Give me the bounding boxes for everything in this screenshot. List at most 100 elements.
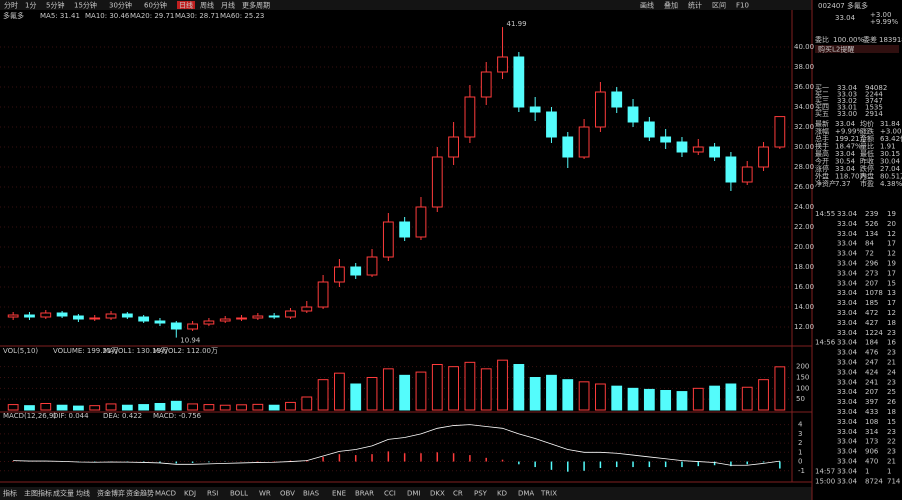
candle-body [480,71,492,98]
trade-cell: 21 [887,359,896,367]
l2-label[interactable]: 购买L2提醒 [818,45,854,54]
indicator-tab[interactable]: CR [453,490,463,498]
l2-button[interactable] [815,45,899,53]
indicator-tab[interactable]: KDJ [184,490,196,498]
y-tick-label: 0 [798,458,802,466]
book-cell: 1535 [865,104,883,112]
volume-bar [170,400,182,411]
indicator-tab[interactable]: WR [259,490,271,498]
candle-body [252,315,264,319]
indicator-tab[interactable]: DMI [407,490,421,498]
stat-cell: 31.84 [880,120,901,128]
indicator-tab[interactable]: TRIX [540,490,557,498]
trade-cell: 21 [887,458,896,466]
stat-cell: 80.51万 [880,173,902,181]
stat-cell: 均价 [860,119,874,128]
trade-cell: 23 [887,349,896,357]
candle-body [399,221,411,238]
indicator-tab[interactable]: 均线 [76,489,90,498]
book-cell: 33.04 [837,84,858,92]
volume-bar [431,364,443,411]
indicator-tab[interactable]: DMA [518,490,534,498]
tool-button[interactable]: 叠加 [664,1,678,10]
tool-button[interactable]: F10 [736,2,749,10]
volume-bar [40,403,52,411]
tool-button[interactable]: 画线 [640,1,654,10]
trade-cell: 23 [887,448,896,456]
y-tick-label: 200 [796,363,809,371]
indicator-tab[interactable]: CCI [384,490,396,498]
wc-label: 委差 [863,35,877,44]
stat-cell: 118.70万 [835,173,867,181]
trade-cell: 33.04 [837,329,858,337]
indicator-tab[interactable]: 主图指标 [24,489,52,498]
volume-bar [56,404,68,411]
period-tab[interactable]: 30分钟 [109,1,132,10]
trade-cell: 12 [887,309,896,317]
extreme-label: 41.99 [507,20,527,28]
indicator-tab[interactable]: 成交量 [53,489,74,498]
candle-body [89,317,101,320]
stat-cell: 27.04 [880,165,901,173]
y-tick-label: 50 [796,395,805,403]
stat-cell: 18.47% [835,143,862,151]
period-tab[interactable]: 5分钟 [46,1,64,10]
indicator-tab[interactable]: 资金趋势 [126,489,154,498]
book-cell: 33.02 [837,97,857,105]
candle-body [56,312,68,317]
book-cell: 2914 [865,110,883,118]
trade-cell: 33.04 [837,250,858,258]
indicator-tab[interactable]: BOLL [230,490,248,498]
y-tick-label: 36.00 [794,83,814,91]
indicator-tab[interactable]: KD [497,490,507,498]
stat-cell: 涨幅 [815,127,829,136]
trade-cell: 185 [865,299,878,307]
trade-cell: 184 [865,339,879,347]
indicator-tab[interactable]: MACD [155,490,176,498]
candle-body [431,156,443,208]
indicator-tab[interactable]: BIAS [303,490,320,498]
tool-button[interactable]: 统计 [688,1,702,10]
trade-cell: 17 [887,240,896,248]
trade-cell: 17 [887,299,896,307]
candle-body [578,126,590,158]
indicator-tab[interactable]: PSY [474,490,488,498]
indicator-tab[interactable]: OBV [280,490,295,498]
period-tab[interactable]: 分时 [4,1,18,10]
period-tab[interactable]: 更多周期 [242,1,270,10]
trade-cell: 33.04 [837,210,858,218]
period-tab[interactable]: 周线 [200,1,214,10]
tool-button[interactable]: 区间 [712,2,726,10]
indicator-tab[interactable]: DKX [430,490,445,498]
period-tab[interactable]: 1分 [25,1,36,10]
period-tab[interactable]: 日线 [179,1,193,10]
indicator-tab[interactable]: BRAR [355,490,374,498]
y-tick-label: 3 [798,430,802,438]
y-tick-label: 12.00 [794,323,814,331]
volume-bar [317,379,329,411]
indicator-tab[interactable]: 指标 [3,489,17,498]
candle-body [676,141,688,153]
stock-name: 多氟多 [3,11,24,20]
indicator-tab[interactable]: ENE [332,490,346,498]
volume-bar [350,383,362,411]
stat-cell: 涨跌 [860,127,874,136]
candle-body [660,136,672,143]
volume-bar [138,404,150,411]
price: 33.04 [835,14,856,22]
trade-cell: 33.04 [837,428,858,436]
change: +3.00 [870,11,891,19]
indicator-tab[interactable]: RSI [207,490,218,498]
stat-cell: 涨停 [815,164,829,173]
trade-cell: 33.04 [837,269,858,277]
trade-cell: 33.04 [837,398,858,406]
trade-cell: 33.04 [837,418,858,426]
volume-legend: VOL(5,10) [3,347,38,355]
stat-cell: 63.42亿 [880,134,902,143]
period-tab[interactable]: 月线 [221,1,235,10]
candle-body [382,221,394,258]
stat-cell: 量比 [860,142,874,151]
period-tab[interactable]: 60分钟 [144,1,167,10]
period-tab[interactable]: 15分钟 [74,1,97,10]
indicator-tab[interactable]: 资金博弈 [97,489,125,498]
